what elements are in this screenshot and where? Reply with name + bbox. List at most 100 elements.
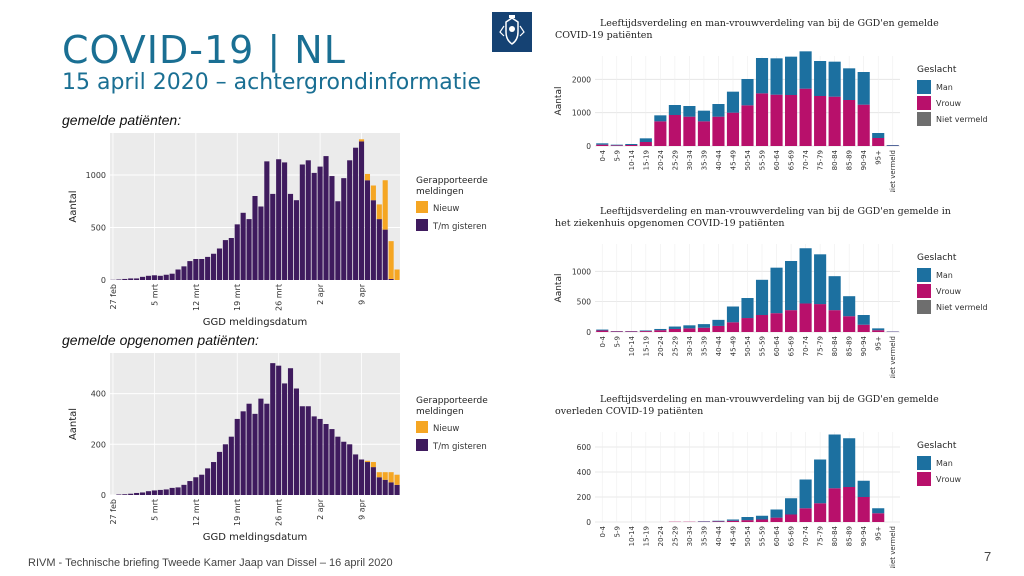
bar-tm-gisteren xyxy=(323,156,329,280)
bar-tm-gisteren xyxy=(216,248,223,280)
reported-panel-label: gemelde patiënten: xyxy=(62,112,182,128)
bar-vrouw xyxy=(741,520,754,522)
x-tick-label: 10-14 xyxy=(628,335,636,356)
x-axis-label: GGD meldingsdatum xyxy=(203,532,308,543)
x-tick-label: 75-79 xyxy=(817,336,825,356)
bar-tm-gisteren xyxy=(329,429,335,495)
x-tick-label: 60-64 xyxy=(773,525,781,546)
bar-tm-gisteren xyxy=(157,489,163,495)
bar-vrouw xyxy=(872,330,885,332)
y-axis-label: Aantal xyxy=(554,274,564,303)
bar-tm-gisteren xyxy=(240,212,246,280)
bar-man xyxy=(828,61,841,97)
bar-vrouw xyxy=(799,303,812,332)
bar-nieuw xyxy=(394,269,400,280)
bar-vrouw xyxy=(755,93,769,146)
bar-vrouw xyxy=(596,330,609,332)
x-tick-label: 5 mrt xyxy=(150,499,159,521)
bar-man xyxy=(843,68,856,100)
bar-man xyxy=(683,106,696,117)
x-tick-label: 0-4 xyxy=(599,525,607,537)
bar-tm-gisteren xyxy=(347,160,353,280)
bar-tm-gisteren xyxy=(287,368,294,495)
x-tick-label: 45-49 xyxy=(729,526,737,546)
bar-tm-gisteren xyxy=(293,388,299,495)
bar-tm-gisteren xyxy=(122,278,128,280)
x-axis-label: GGD meldingsdatum xyxy=(203,317,308,328)
bar-vrouw xyxy=(610,331,623,332)
bar-nieuw xyxy=(388,241,394,279)
bar-vrouw xyxy=(770,94,783,146)
bar-vrouw xyxy=(799,88,812,146)
x-tick-label: 95+ xyxy=(875,526,883,541)
bar-vrouw xyxy=(668,328,681,332)
legend-swatch-nieuw xyxy=(416,421,428,433)
bar-tm-gisteren xyxy=(205,468,211,495)
x-tick-label: 26 mrt xyxy=(275,499,284,526)
bar-tm-gisteren xyxy=(270,193,276,280)
bar-tm-gisteren xyxy=(228,238,234,280)
bar-tm-gisteren xyxy=(299,164,305,280)
legend-label-niet-vermeld: Niet vermeld xyxy=(936,115,988,124)
y-axis-label: Aantal xyxy=(554,87,564,116)
bar-vrouw xyxy=(770,517,783,522)
x-tick-label: 30-34 xyxy=(686,335,694,356)
bar-tm-gisteren xyxy=(317,418,323,495)
bar-tm-gisteren xyxy=(317,166,323,280)
bar-tm-gisteren xyxy=(211,462,217,495)
legend-swatch-niet-vermeld xyxy=(917,300,931,314)
bar-tm-gisteren xyxy=(175,487,181,495)
bar-man xyxy=(712,104,725,117)
bar-tm-gisteren xyxy=(175,269,181,280)
y-tick-label: 500 xyxy=(91,224,106,233)
y-tick-label: 0 xyxy=(101,276,106,285)
bar-tm-gisteren xyxy=(258,398,264,495)
x-tick-label: 95+ xyxy=(875,150,883,165)
age-sex-reported-chart: Leeftijdsverdeling en man-vrouwverdeling… xyxy=(554,18,988,192)
x-tick-label: 40-44 xyxy=(715,149,723,170)
bar-tm-gisteren xyxy=(199,474,205,495)
bar-tm-gisteren xyxy=(199,259,205,280)
x-tick-label: 85-89 xyxy=(846,150,854,170)
bar-tm-gisteren xyxy=(358,459,365,495)
bar-tm-gisteren xyxy=(264,403,270,495)
legend-title: Gerapporteerde meldingen xyxy=(416,176,488,197)
bar-tm-gisteren xyxy=(276,365,282,495)
bar-tm-gisteren xyxy=(222,240,228,280)
bar-vrouw xyxy=(639,331,652,332)
x-tick-label: 12 mrt xyxy=(192,284,201,311)
bar-vrouw xyxy=(770,313,783,332)
bar-tm-gisteren xyxy=(151,490,157,495)
bar-tm-gisteren xyxy=(305,160,311,280)
bar-man xyxy=(741,298,754,319)
bar-tm-gisteren xyxy=(128,278,134,280)
bar-tm-gisteren xyxy=(335,201,341,280)
y-tick-label: 200 xyxy=(91,440,106,449)
bar-vrouw xyxy=(726,112,740,146)
bar-man xyxy=(770,58,783,95)
x-tick-label: 2 apr xyxy=(316,283,325,305)
bar-man xyxy=(697,324,710,328)
x-tick-label: 12 mrt xyxy=(192,499,201,526)
x-tick-label: 75-79 xyxy=(817,526,825,546)
chart-title: Leeftijdsverdeling en man-vrouwverdeling… xyxy=(555,394,939,417)
x-tick-label: 70-74 xyxy=(802,335,810,356)
x-tick-label: 40-44 xyxy=(715,335,723,356)
bar-nieuw xyxy=(394,474,400,485)
x-tick-label: 19 mrt xyxy=(233,499,242,526)
y-tick-label: 0 xyxy=(586,518,591,527)
x-tick-label: 5 mrt xyxy=(150,284,159,306)
bar-man xyxy=(785,498,798,515)
slide-subtitle: 15 april 2020 – achtergrondinformatie xyxy=(62,70,482,95)
x-tick-label: 90-94 xyxy=(860,525,868,546)
legend-swatch-nieuw xyxy=(416,201,428,213)
bar-tm-gisteren xyxy=(264,161,270,280)
bar-tm-gisteren xyxy=(353,454,359,495)
x-tick-label: 5-9 xyxy=(613,336,621,347)
bar-tm-gisteren xyxy=(187,261,193,280)
bar-tm-gisteren xyxy=(394,484,400,495)
bar-tm-gisteren xyxy=(329,176,335,280)
bar-tm-gisteren xyxy=(376,477,382,495)
bar-man xyxy=(726,91,740,113)
x-tick-label: 15-19 xyxy=(642,526,650,546)
